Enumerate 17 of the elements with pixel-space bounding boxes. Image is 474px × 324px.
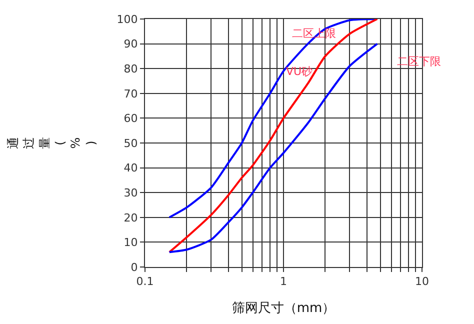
y-tick-label: 60: [124, 112, 138, 126]
y-tick-label: 70: [124, 87, 138, 100]
series-label: VU砂: [286, 65, 313, 78]
y-tick-label: 100: [116, 12, 138, 26]
y-tick-label: 50: [124, 136, 138, 150]
x-axis-title: 筛网尺寸（mm）: [232, 300, 336, 316]
y-tick-label: 0: [130, 260, 138, 274]
y-tick-label: 80: [124, 62, 138, 76]
y-tick-label: 30: [124, 186, 138, 200]
y-axis-title: 通过量(%): [6, 137, 98, 149]
y-tick-label: 10: [124, 236, 138, 250]
x-tick-label: 0.1: [136, 275, 154, 288]
y-tick-label: 40: [124, 162, 138, 175]
y-tick-label: 20: [124, 211, 138, 224]
x-tick-label: 10: [415, 275, 429, 288]
y-tick-label: 90: [124, 38, 138, 51]
x-tick-label: 1: [280, 275, 287, 288]
